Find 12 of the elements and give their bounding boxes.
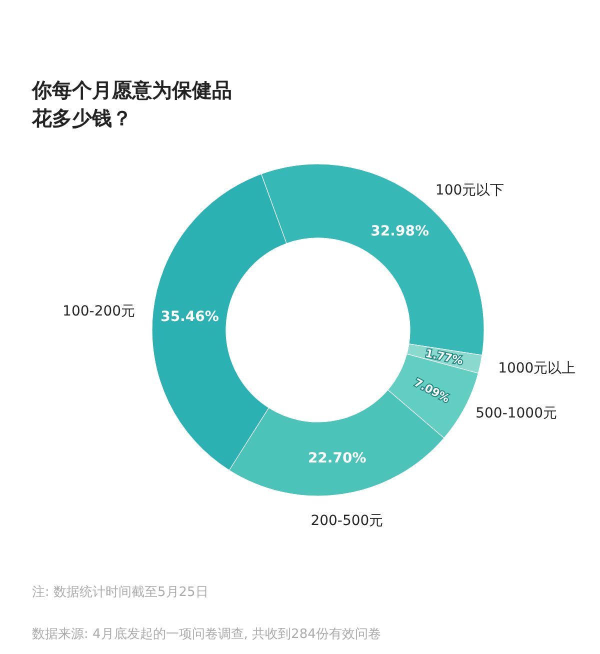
slice-label: 500-1000元: [476, 405, 558, 422]
data-label: 32.98%: [370, 223, 429, 240]
slice-label: 100-200元: [62, 303, 136, 320]
data-label: 22.70%: [308, 450, 366, 467]
slice-label: 100元以下: [435, 182, 504, 198]
data-label: 35.46%: [160, 309, 219, 326]
slice-label: 1000元以上: [498, 360, 576, 377]
data-label: 1.77%: [424, 346, 464, 368]
source-note: 数据来源: 4月底发起的一项问卷调查, 共收到284份有效问卷: [32, 627, 381, 642]
chart-title: 你每个月愿意为保健品花多少钱？: [32, 77, 233, 132]
slice-label: 200-500元: [310, 512, 384, 529]
text: 注: 数据统计时间截至5月25日: [32, 585, 208, 600]
